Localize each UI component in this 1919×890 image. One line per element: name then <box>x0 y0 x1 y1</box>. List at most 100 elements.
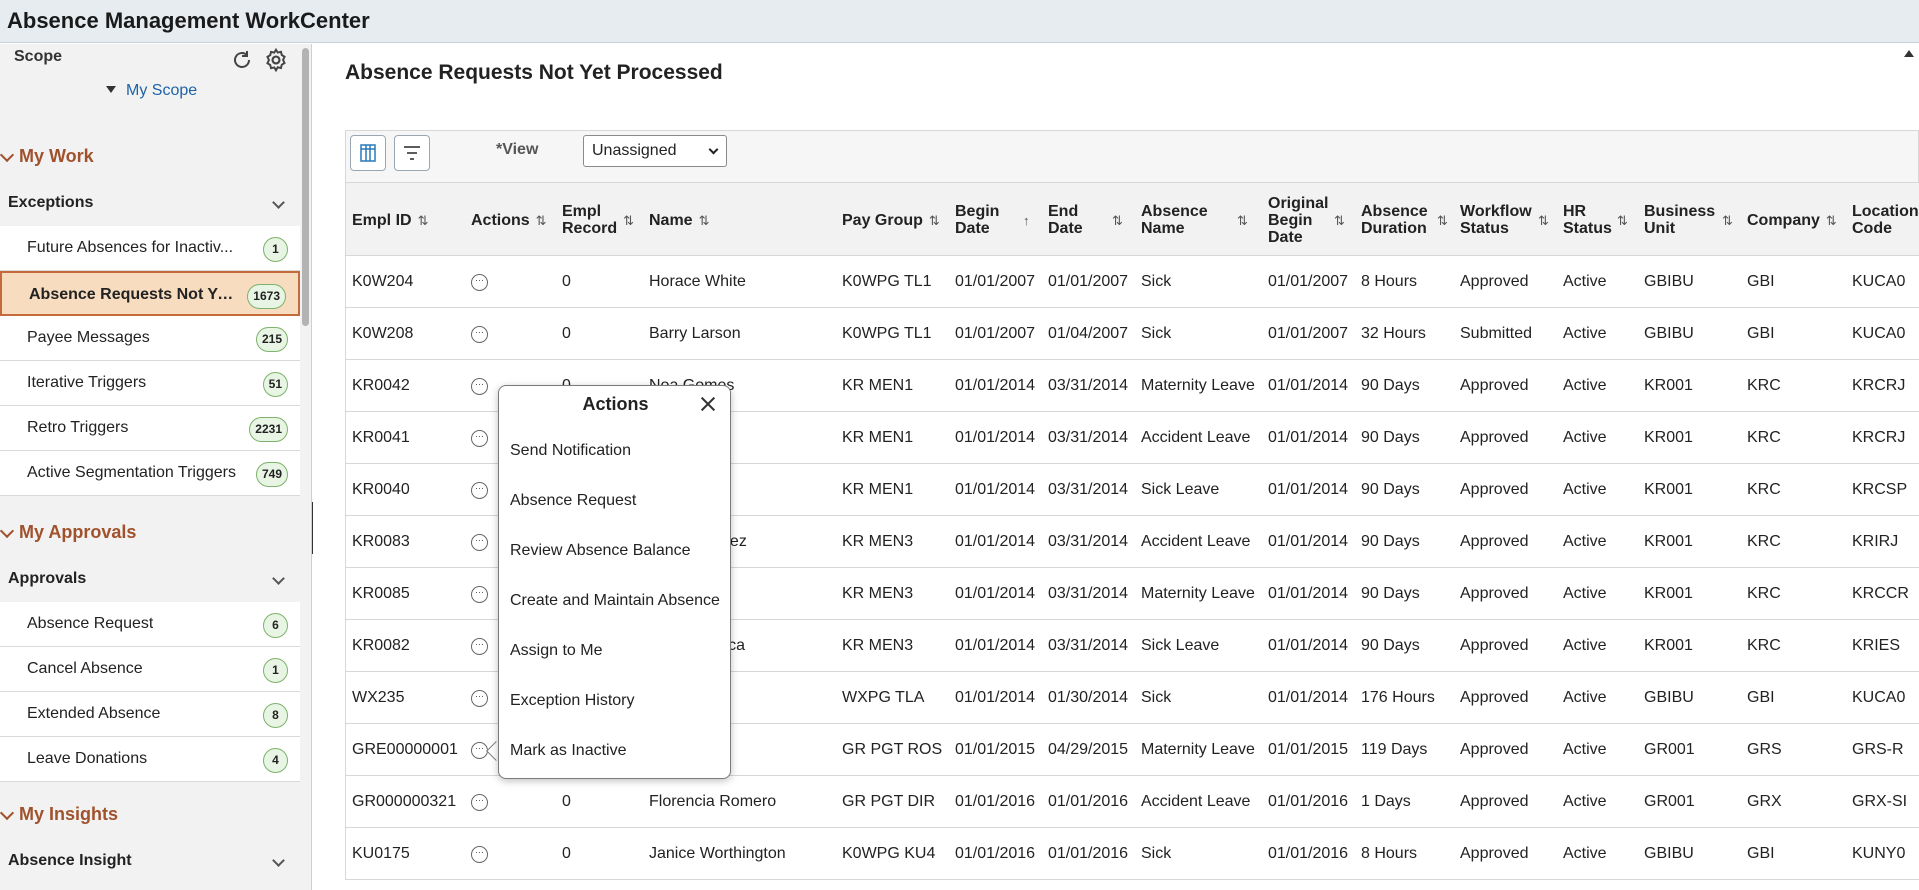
col-header-empl-record[interactable]: Empl Record ⇅ <box>562 183 634 257</box>
count-badge: 1673 <box>247 284 286 309</box>
cell-pay-group: GR PGT DIR <box>842 793 936 810</box>
row-actions-icon[interactable]: ··· <box>471 274 488 291</box>
cell-absence-name: Sick Leave <box>1141 637 1220 654</box>
action-mark-as-inactive[interactable]: Mark as Inactive <box>510 742 627 759</box>
row-actions-icon[interactable]: ··· <box>471 586 488 603</box>
action-send-notification[interactable]: Send Notification <box>510 442 631 459</box>
cell-workflow-status: Approved <box>1460 637 1529 654</box>
col-header-absence-name[interactable]: Absence Name ⇅ <box>1141 183 1261 257</box>
col-header-workflow-status[interactable]: Workflow Status ⇅ <box>1460 183 1555 257</box>
cell-hr-status: Active <box>1563 481 1607 498</box>
nav-item-absence-request[interactable]: Absence Request 6 <box>0 602 300 647</box>
cell-absence-duration: 32 Hours <box>1361 325 1426 342</box>
cell-hr-status: Active <box>1563 637 1607 654</box>
gear-icon[interactable] <box>263 47 289 73</box>
row-actions-icon[interactable]: ··· <box>471 690 488 707</box>
nav-item-leave-donations[interactable]: Leave Donations 4 <box>0 737 300 782</box>
table-row[interactable]: K0W208 0 Barry Larson K0WPG TL1 01/01/2007 01… <box>346 308 1919 360</box>
nav-item-active-segmentation-triggers[interactable]: Active Segmentation Triggers 749 <box>0 451 300 496</box>
cell-hr-status: Active <box>1563 845 1607 862</box>
cell-end-date: 01/01/2016 <box>1048 845 1129 862</box>
row-actions-icon[interactable]: ··· <box>471 534 488 551</box>
cell-end-date: 04/29/2015 <box>1048 741 1129 758</box>
col-header-actions[interactable]: Actions ⇅ <box>471 183 547 257</box>
row-actions-icon[interactable]: ··· <box>471 430 488 447</box>
col-header-hr-status[interactable]: HR Status ⇅ <box>1563 183 1633 257</box>
col-header-company[interactable]: Company ⇅ <box>1747 183 1837 257</box>
grid-header: Empl ID ⇅ Actions ⇅ Empl Record ⇅ Name ⇅ Pay… <box>346 182 1919 256</box>
close-icon[interactable] <box>700 396 716 412</box>
nav-item-iterative-triggers[interactable]: Iterative Triggers 51 <box>0 361 300 406</box>
sidebar-scrollbar[interactable] <box>302 48 309 326</box>
col-header-begin-date[interactable]: Begin Date ↑ <box>955 183 1040 257</box>
group-my-insights[interactable]: My Insights <box>0 804 118 825</box>
row-actions-icon[interactable]: ··· <box>471 482 488 499</box>
nav-item-future-absences[interactable]: Future Absences for Inactiv... 1 <box>0 226 300 271</box>
cell-absence-name: Accident Leave <box>1141 533 1251 550</box>
col-header-empl-id[interactable]: Empl ID ⇅ <box>352 183 428 257</box>
cell-workflow-status: Approved <box>1460 377 1529 394</box>
cell-name: Janice Worthington <box>649 845 786 862</box>
row-actions-icon[interactable]: ··· <box>471 638 488 655</box>
col-header-name[interactable]: Name ⇅ <box>649 183 709 257</box>
col-header-original-begin-date[interactable]: Original Begin Date ⇅ <box>1268 183 1353 257</box>
table-row[interactable]: GR000000321 0 Florencia Romero GR PGT DIR 01… <box>346 776 1919 828</box>
sort-icon: ⇅ <box>1334 212 1345 228</box>
row-actions-icon[interactable]: ··· <box>471 378 488 395</box>
col-header-location-code[interactable]: Location Code <box>1852 183 1919 257</box>
nav-item-absence-requests-not-yet-processed[interactable]: Absence Requests Not Ye... 1673 <box>0 271 300 316</box>
section-absence-insight[interactable]: Absence Insight <box>0 840 300 884</box>
cell-absence-duration: 90 Days <box>1361 377 1420 394</box>
section-exceptions-label: Exceptions <box>8 194 94 211</box>
cell-company: KRC <box>1747 377 1781 394</box>
cell-business-unit: GBIBU <box>1644 325 1694 342</box>
col-header-business-unit[interactable]: Business Unit ⇅ <box>1644 183 1739 257</box>
cell-end-date: 01/01/2016 <box>1048 793 1129 810</box>
caret-down-icon <box>106 86 116 93</box>
nav-item-retro-triggers[interactable]: Retro Triggers 2231 <box>0 406 300 451</box>
row-actions-icon[interactable]: ··· <box>471 846 488 863</box>
cell-original-begin-date: 01/01/2007 <box>1268 273 1349 290</box>
action-create-maintain-absence[interactable]: Create and Maintain Absence <box>510 592 720 609</box>
cell-location-code: KRCCR <box>1852 585 1909 602</box>
col-header-absence-duration[interactable]: Absence Duration ⇅ <box>1361 183 1456 257</box>
filter-button[interactable] <box>394 135 430 171</box>
cell-begin-date: 01/01/2014 <box>955 585 1036 602</box>
section-exceptions[interactable]: Exceptions <box>0 182 300 226</box>
my-scope-link[interactable]: My Scope <box>106 82 197 100</box>
cell-absence-duration: 90 Days <box>1361 585 1420 602</box>
row-actions-icon[interactable]: ··· <box>471 326 488 343</box>
cell-company: KRC <box>1747 481 1781 498</box>
col-header-pay-group[interactable]: Pay Group ⇅ <box>842 183 940 257</box>
cell-pay-group: WXPG TLA <box>842 689 925 706</box>
action-assign-to-me[interactable]: Assign to Me <box>510 642 603 659</box>
cell-workflow-status: Approved <box>1460 793 1529 810</box>
cell-location-code: KUNY0 <box>1852 845 1906 862</box>
view-select[interactable]: Unassigned <box>583 135 727 167</box>
personalize-columns-button[interactable] <box>350 135 386 171</box>
refresh-icon[interactable] <box>230 48 254 72</box>
cell-hr-status: Active <box>1563 689 1607 706</box>
action-absence-request[interactable]: Absence Request <box>510 492 637 509</box>
table-row[interactable]: K0W204 0 Horace White K0WPG TL1 01/01/2007 01… <box>346 256 1919 308</box>
table-row[interactable]: KU0175 0 Janice Worthington K0WPG KU4 01/01/… <box>346 828 1919 880</box>
group-my-approvals[interactable]: My Approvals <box>0 522 136 543</box>
grid-body: K0W204 0 Horace White K0WPG TL1 01/01/2007 01… <box>346 256 1919 880</box>
cell-business-unit: KR001 <box>1644 481 1693 498</box>
action-review-absence-balance[interactable]: Review Absence Balance <box>510 542 691 559</box>
nav-item-extended-absence[interactable]: Extended Absence 8 <box>0 692 300 737</box>
cell-empl-id: KR0042 <box>352 377 410 394</box>
nav-item-payee-messages[interactable]: Payee Messages 215 <box>0 316 300 361</box>
nav-item-cancel-absence[interactable]: Cancel Absence 1 <box>0 647 300 692</box>
app-title: Absence Management WorkCenter <box>7 8 370 33</box>
sort-icon: ⇅ <box>535 212 547 228</box>
action-exception-history[interactable]: Exception History <box>510 692 635 709</box>
group-my-work[interactable]: My Work <box>0 146 94 167</box>
section-approvals[interactable]: Approvals <box>0 558 300 602</box>
cell-begin-date: 01/01/2014 <box>955 689 1036 706</box>
scroll-up-arrow-icon[interactable] <box>1904 50 1914 57</box>
row-actions-icon[interactable]: ··· <box>471 794 488 811</box>
col-header-end-date[interactable]: End Date ⇅ <box>1048 183 1128 257</box>
cell-end-date: 03/31/2014 <box>1048 481 1129 498</box>
cell-begin-date: 01/01/2016 <box>955 845 1036 862</box>
